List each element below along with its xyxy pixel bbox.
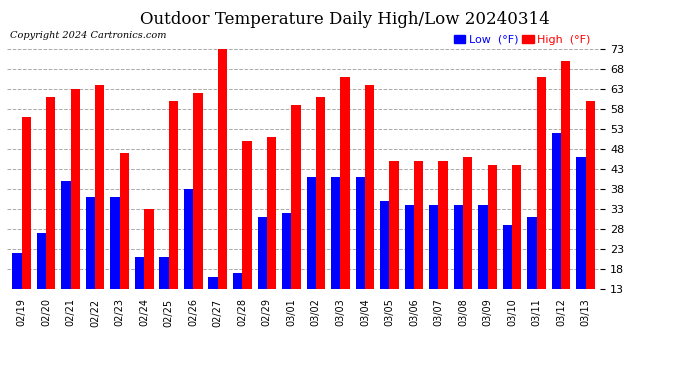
Bar <box>135 257 144 289</box>
Bar <box>414 161 423 289</box>
Bar <box>503 225 512 289</box>
Bar <box>282 213 291 289</box>
Bar <box>586 101 595 289</box>
Bar <box>561 61 571 289</box>
Bar <box>380 201 389 289</box>
Bar <box>453 205 463 289</box>
Bar <box>242 141 252 289</box>
Bar <box>37 233 46 289</box>
Bar <box>512 165 522 289</box>
Bar <box>527 217 537 289</box>
Bar <box>365 85 374 289</box>
Bar <box>404 205 414 289</box>
Bar <box>438 161 448 289</box>
Text: Outdoor Temperature Daily High/Low 20240314: Outdoor Temperature Daily High/Low 20240… <box>140 11 550 28</box>
Bar <box>21 117 31 289</box>
Bar <box>208 277 218 289</box>
Bar <box>552 133 561 289</box>
Bar <box>159 257 169 289</box>
Bar <box>291 105 301 289</box>
Bar <box>478 205 488 289</box>
Bar <box>355 177 365 289</box>
Bar <box>12 253 21 289</box>
Legend: Low  (°F), High  (°F): Low (°F), High (°F) <box>450 30 595 49</box>
Bar <box>218 49 227 289</box>
Bar <box>576 157 586 289</box>
Bar <box>144 209 154 289</box>
Bar <box>184 189 193 289</box>
Bar <box>61 181 70 289</box>
Bar <box>488 165 497 289</box>
Bar <box>70 89 80 289</box>
Bar <box>119 153 129 289</box>
Bar <box>537 77 546 289</box>
Bar <box>233 273 242 289</box>
Bar <box>257 217 267 289</box>
Bar <box>340 77 350 289</box>
Bar <box>306 177 316 289</box>
Bar <box>331 177 340 289</box>
Bar <box>169 101 178 289</box>
Bar <box>46 97 55 289</box>
Bar <box>389 161 399 289</box>
Bar <box>86 197 95 289</box>
Bar <box>429 205 438 289</box>
Bar <box>463 157 472 289</box>
Text: Copyright 2024 Cartronics.com: Copyright 2024 Cartronics.com <box>10 32 166 40</box>
Bar <box>267 137 276 289</box>
Bar <box>316 97 325 289</box>
Bar <box>193 93 203 289</box>
Bar <box>110 197 119 289</box>
Bar <box>95 85 104 289</box>
